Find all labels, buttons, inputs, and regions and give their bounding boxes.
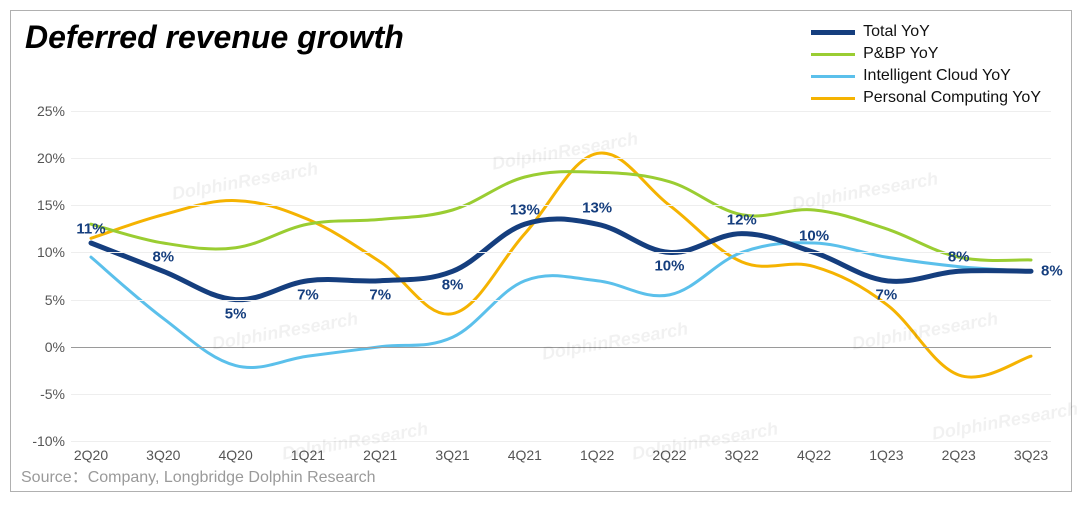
data-label: 10% <box>654 258 684 275</box>
plot-area: -10%-5%0%5%10%15%20%25%2Q203Q204Q201Q212… <box>71 111 1051 441</box>
x-tick-label: 4Q22 <box>797 447 831 463</box>
legend: Total YoY P&BP YoY Intelligent Cloud YoY… <box>811 21 1041 109</box>
x-tick-label: 3Q20 <box>146 447 180 463</box>
data-label: 11% <box>76 221 105 238</box>
x-tick-label: 4Q21 <box>508 447 542 463</box>
y-tick-label: 15% <box>37 197 65 213</box>
legend-item-pbp: P&BP YoY <box>811 43 1041 65</box>
data-label: 7% <box>297 286 319 303</box>
data-label: 5% <box>225 305 247 322</box>
y-tick-label: -5% <box>40 386 65 402</box>
legend-swatch <box>811 30 855 35</box>
data-label: 12% <box>727 211 757 228</box>
legend-swatch <box>811 53 855 56</box>
data-label: 13% <box>510 202 540 219</box>
legend-label: Total YoY <box>863 23 930 41</box>
y-tick-label: 0% <box>45 339 65 355</box>
legend-swatch <box>811 97 855 100</box>
x-tick-label: 3Q21 <box>435 447 469 463</box>
legend-item-cloud: Intelligent Cloud YoY <box>811 65 1041 87</box>
legend-label: Personal Computing YoY <box>863 89 1041 107</box>
data-label: 10% <box>799 228 829 245</box>
x-tick-label: 4Q20 <box>218 447 252 463</box>
x-tick-label: 3Q23 <box>1014 447 1048 463</box>
x-tick-label: 2Q20 <box>74 447 108 463</box>
x-tick-label: 2Q21 <box>363 447 397 463</box>
chart-title: Deferred revenue growth <box>25 19 404 56</box>
data-label: 8% <box>152 249 174 266</box>
y-tick-label: 20% <box>37 150 65 166</box>
legend-item-total: Total YoY <box>811 21 1041 43</box>
legend-label: Intelligent Cloud YoY <box>863 67 1011 85</box>
y-tick-label: 5% <box>45 292 65 308</box>
data-label: 13% <box>582 200 612 217</box>
y-tick-label: 10% <box>37 244 65 260</box>
source-attribution: Source：Company, Longbridge Dolphin Resea… <box>21 463 376 487</box>
data-label: 8% <box>442 277 464 294</box>
x-tick-label: 2Q22 <box>652 447 686 463</box>
legend-swatch <box>811 75 855 78</box>
x-tick-label: 1Q22 <box>580 447 614 463</box>
series-pc <box>91 153 1031 377</box>
legend-label: P&BP YoY <box>863 45 938 63</box>
x-tick-label: 2Q23 <box>942 447 976 463</box>
x-tick-label: 3Q22 <box>725 447 759 463</box>
plot-svg <box>71 111 1051 441</box>
chart-frame: Deferred revenue growth Total YoY P&BP Y… <box>10 10 1072 492</box>
data-label: 7% <box>369 286 391 303</box>
y-tick-label: -10% <box>32 433 65 449</box>
x-tick-label: 1Q21 <box>291 447 325 463</box>
x-tick-label: 1Q23 <box>869 447 903 463</box>
data-label: 7% <box>876 286 898 303</box>
legend-item-pc: Personal Computing YoY <box>811 87 1041 109</box>
data-label: 8% <box>948 249 970 266</box>
y-tick-label: 25% <box>37 103 65 119</box>
data-label: 8% <box>1041 263 1063 280</box>
